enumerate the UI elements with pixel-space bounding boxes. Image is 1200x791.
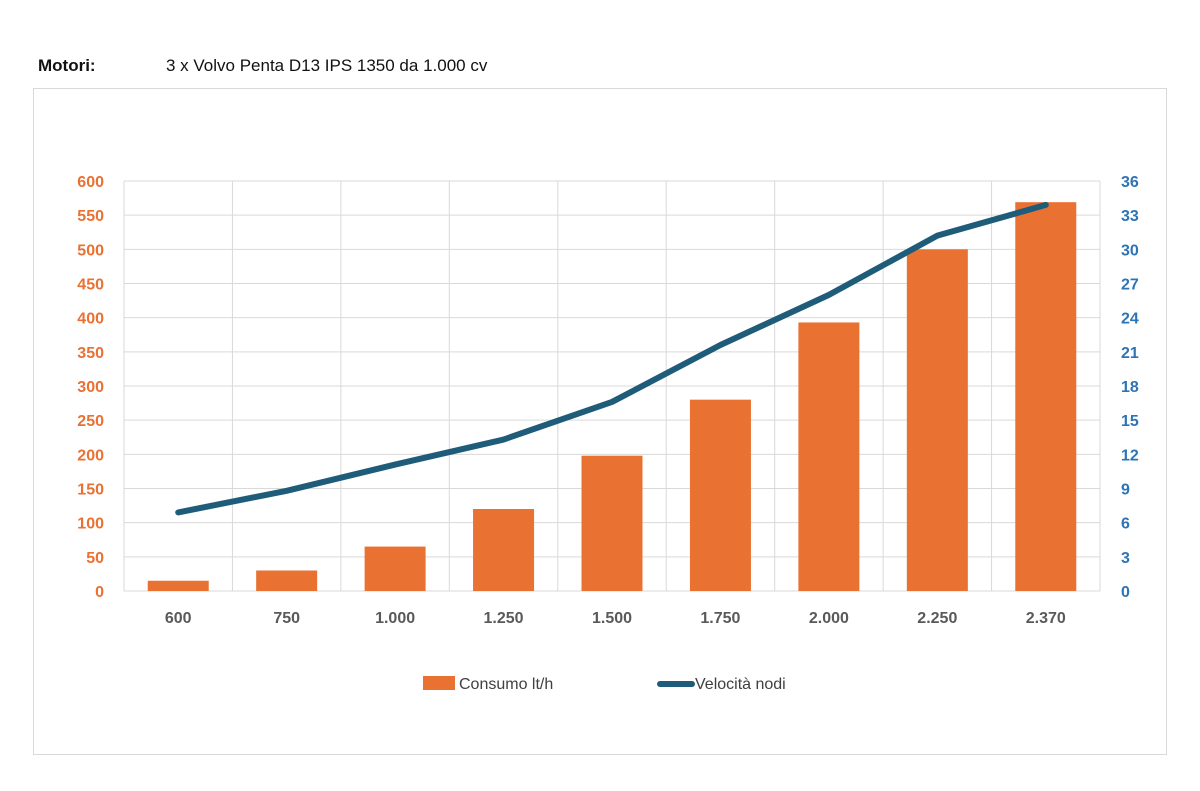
y-left-tick-label: 200 [77, 447, 104, 464]
y-left-tick-label: 450 [77, 277, 104, 294]
y-left-tick-label: 550 [77, 208, 104, 225]
bar [147, 580, 209, 591]
y-left-tick-label: 100 [77, 516, 104, 533]
legend-swatch-bar [423, 676, 455, 690]
bar [581, 455, 643, 591]
y-left-tick-label: 500 [77, 242, 104, 259]
y-right-tick-label: 3 [1121, 550, 1130, 567]
x-tick-label: 600 [165, 610, 192, 627]
y-left-tick-label: 300 [77, 379, 104, 396]
y-right-tick-label: 0 [1121, 584, 1130, 601]
x-tick-label: 1.750 [700, 610, 740, 627]
y-right-tick-label: 12 [1121, 447, 1139, 464]
y-left-tick-label: 400 [77, 311, 104, 328]
bar [364, 546, 426, 591]
bar [256, 570, 318, 591]
x-tick-label: 1.500 [592, 610, 632, 627]
y-right-tick-label: 24 [1121, 311, 1139, 328]
bar [1015, 202, 1077, 591]
y-left-tick-label: 0 [95, 584, 104, 601]
x-tick-label: 2.250 [917, 610, 957, 627]
y-right-tick-label: 15 [1121, 413, 1139, 430]
y-right-tick-label: 9 [1121, 482, 1130, 499]
x-tick-label: 1.250 [484, 610, 524, 627]
chart-area [33, 88, 1167, 755]
y-left-tick-label: 350 [77, 345, 104, 362]
y-right-tick-label: 27 [1121, 277, 1139, 294]
speed-line [175, 201, 1049, 516]
y-left-tick-label: 50 [86, 550, 104, 567]
engine-value: 3 x Volvo Penta D13 IPS 1350 da 1.000 cv [166, 56, 488, 75]
y-right-tick-label: 36 [1121, 174, 1139, 191]
x-tick-label: 750 [273, 610, 300, 627]
legend-label-consumption: Consumo lt/h [459, 676, 553, 693]
bar [689, 399, 751, 591]
bar [473, 509, 535, 591]
y-left-tick-label: 150 [77, 482, 104, 499]
y-left-tick-label: 600 [77, 174, 104, 191]
bar [798, 322, 860, 591]
y-right-tick-label: 33 [1121, 208, 1139, 225]
legend-label-speed: Velocità nodi [695, 676, 786, 693]
y-right-tick-label: 18 [1121, 379, 1139, 396]
engine-label: Motori: [38, 56, 96, 75]
bar [906, 249, 968, 592]
y-right-tick-label: 6 [1121, 516, 1130, 533]
x-tick-label: 2.000 [809, 610, 849, 627]
x-tick-label: 2.370 [1026, 610, 1066, 627]
y-right-tick-label: 30 [1121, 242, 1139, 259]
x-tick-label: 1.000 [375, 610, 415, 627]
y-left-tick-label: 250 [77, 413, 104, 430]
y-right-tick-label: 21 [1121, 345, 1139, 362]
